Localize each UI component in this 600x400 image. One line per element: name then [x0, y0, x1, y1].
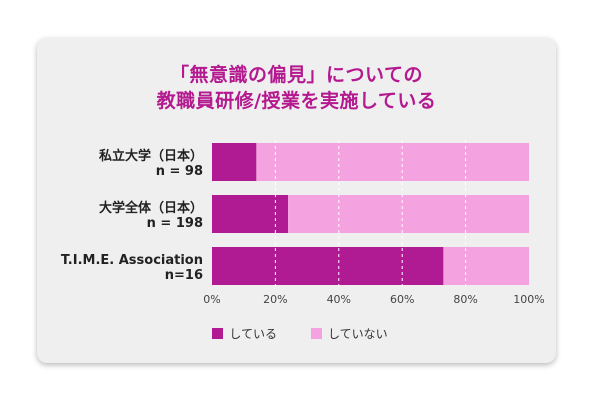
legend-label-not-doing: していない — [328, 327, 388, 341]
category-label-1-line2: n = 198 — [147, 216, 203, 231]
bar-doing-1 — [212, 195, 289, 233]
bar-not-doing-2 — [443, 247, 529, 285]
legend-swatch-not-doing — [311, 328, 322, 339]
x-tick-labels: 0% 20% 40% 60% 80% 100% — [203, 293, 544, 306]
bar-not-doing-1 — [288, 195, 529, 233]
bar-not-doing-0 — [256, 143, 529, 181]
x-tick-label-5: 100% — [513, 293, 544, 306]
x-tick-label-4: 80% — [453, 293, 477, 306]
chart-title-line1: 「無意識の偏見」についての — [170, 64, 423, 86]
legend-item-not-doing: していない — [311, 325, 388, 342]
x-tick-label-2: 40% — [327, 293, 351, 306]
x-tick-label-3: 60% — [390, 293, 414, 306]
bars-group — [212, 143, 529, 285]
legend-label-doing: している — [229, 327, 277, 341]
category-label-2-line1: T.I.M.E. Association — [61, 253, 203, 268]
legend-swatch-doing — [212, 328, 224, 339]
category-label-0-line2: n = 98 — [156, 164, 203, 179]
category-label-1-line1: 大学全体（日本） — [99, 200, 203, 216]
category-label-0-line1: 私立大学（日本） — [99, 148, 203, 164]
legend-item-doing: している — [212, 325, 277, 342]
bar-doing-0 — [212, 143, 257, 181]
x-tick-label-1: 20% — [263, 293, 287, 306]
category-labels: 私立大学（日本）n = 98 大学全体（日本）n = 198 T.I.M.E. As… — [61, 148, 203, 283]
category-label-2-line2: n=16 — [165, 268, 203, 283]
grid-lines — [274, 140, 467, 289]
legend: している していない — [0, 325, 600, 342]
bar-doing-2 — [212, 247, 444, 285]
x-tick-label-0: 0% — [203, 293, 220, 306]
chart-title-line2: 教職員研修/授業を実施している — [156, 90, 437, 112]
